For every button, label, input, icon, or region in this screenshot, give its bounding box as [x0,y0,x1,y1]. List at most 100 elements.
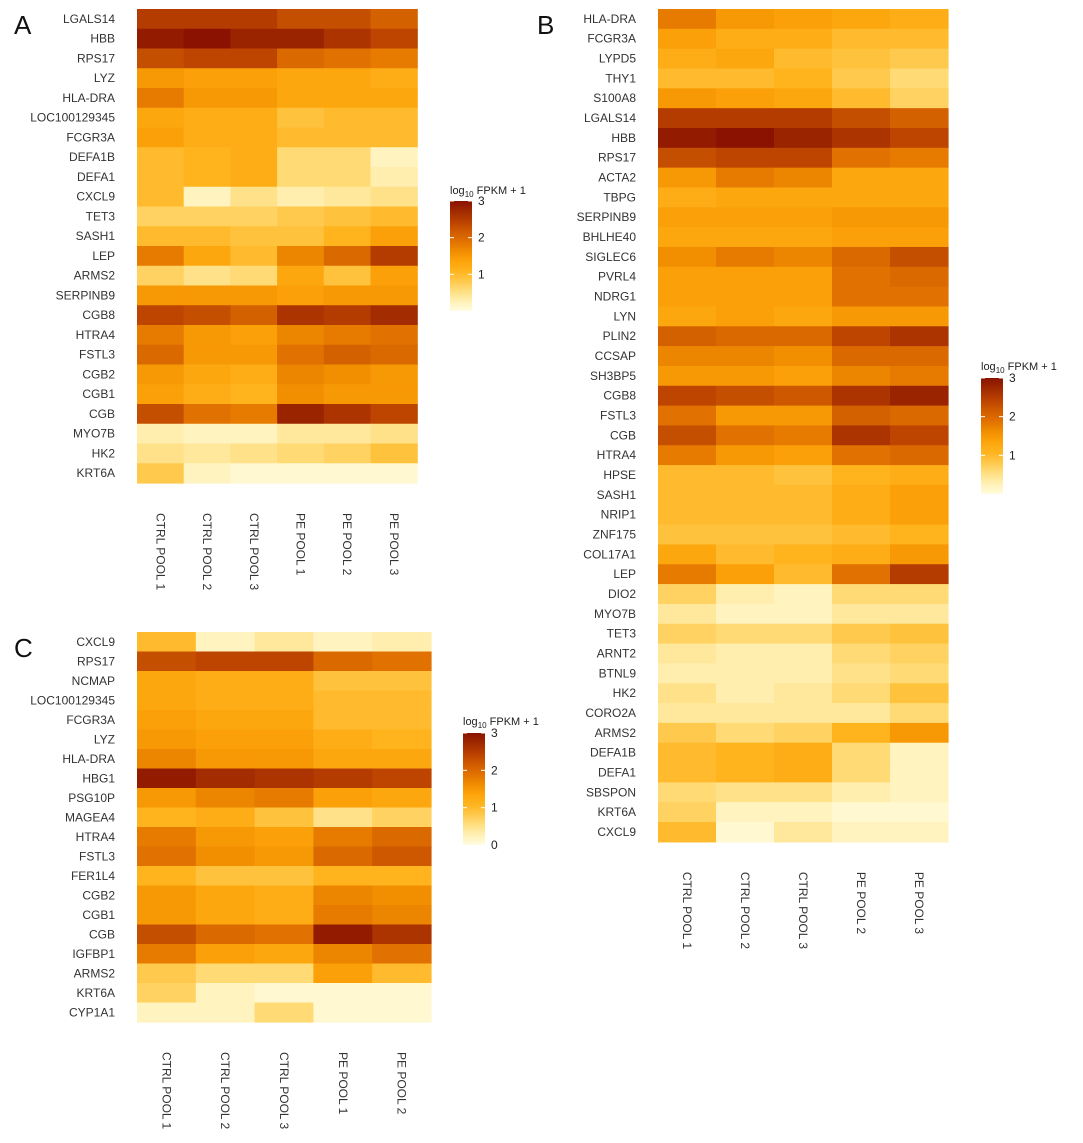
heatmap-cell [716,187,775,208]
heatmap-cell [658,68,717,89]
heatmap-cell [137,107,185,129]
heatmap-cell [137,404,185,425]
row-label: HK2 [92,446,116,460]
heatmap-cell [716,564,775,585]
heatmap-cell [774,48,833,70]
heatmap-cell [832,802,891,823]
row-label: NDRG1 [594,290,636,304]
row-label: HLA-DRA [62,752,115,766]
row-label: PVRL4 [598,270,636,284]
heatmap-cell [832,742,891,764]
heatmap-cell [313,1002,373,1023]
heatmap-cell [370,305,418,326]
column-label: CTRL POOL 1 [159,1052,173,1129]
row-label: LYZ [94,71,115,85]
heatmap-cell [277,68,325,89]
row-label: SIGLEC6 [585,250,636,264]
heatmap-cell [774,802,833,823]
heatmap-cell [832,623,891,645]
legend-title: log10 FPKM + 1 [981,361,1057,375]
heatmap-cell [195,944,256,965]
heatmap-cell [716,683,775,704]
row-label: LEP [92,249,115,263]
heatmap-cell [323,28,372,50]
heatmap-cell [230,107,278,129]
heatmap-cell [832,603,891,625]
legend-tick-label: 3 [491,726,498,740]
heatmap-cell [372,963,432,984]
heatmap-cell [370,226,418,247]
heatmap-cell [658,48,717,70]
heatmap-cell [658,504,717,526]
heatmap-cell [254,866,314,887]
heatmap-cell [137,729,197,750]
heatmap-cell [832,88,891,109]
row-label: ZNF175 [593,527,637,541]
heatmap-cell [254,905,314,926]
heatmap-cell [832,782,891,803]
heatmap-cell [890,127,949,149]
heatmap-cell [370,364,418,385]
heatmap-cell [137,846,197,867]
heatmap-cell [313,651,373,672]
heatmap-cell [890,663,949,684]
heatmap-cell [832,683,891,704]
row-label: CGB8 [82,308,115,322]
heatmap-cell [313,671,373,692]
heatmap-cell [277,246,325,267]
heatmap-cell [230,48,278,69]
heatmap-cell [716,663,775,684]
legend-tick-label: 1 [1009,448,1016,462]
heatmap-cell [254,671,314,692]
heatmap-cell [195,651,256,672]
row-label: CGB [610,428,636,442]
heatmap-cell [323,265,372,287]
row-label: DEFA1 [598,765,636,779]
heatmap-cell [195,1002,256,1023]
row-label: CYP1A1 [69,1005,115,1019]
row-label: CGB [89,927,115,941]
heatmap-cell [774,187,833,208]
heatmap-cell [370,404,418,425]
heatmap-cell [137,788,197,809]
row-label: NRIP1 [601,508,637,522]
heatmap-cell [370,463,418,484]
heatmap-cell [137,206,185,227]
heatmap-cell [832,663,891,684]
heatmap-cell [137,885,197,906]
heatmap-cell [890,346,949,367]
heatmap-cell [230,68,278,89]
heatmap-cell [716,306,775,327]
heatmap-cell [716,108,775,129]
heatmap-cell [230,226,278,247]
heatmap-cell [890,266,949,288]
heatmap-cell [195,846,256,867]
heatmap-cell [323,147,372,168]
row-label: CGB2 [82,888,115,902]
heatmap-cell [658,643,717,664]
legend-tick-label: 1 [478,267,485,281]
heatmap-cell [313,807,373,828]
heatmap-cell [890,524,949,546]
row-label: HTRA4 [76,830,116,844]
row-label: CGB2 [82,367,115,381]
heatmap-cell [323,364,372,385]
legend-tick-label: 3 [478,194,485,208]
heatmap-cell [658,108,717,129]
row-label: THY1 [605,71,636,85]
heatmap-cell [372,846,432,867]
heatmap-cell [323,127,372,148]
heatmap-cell [832,9,891,30]
heatmap-cell [195,885,256,906]
heatmap-cell [323,344,372,366]
heatmap-cell [774,445,833,466]
heatmap-cell [890,88,949,109]
heatmap-cell [774,584,833,605]
heatmap-cell [137,768,197,789]
heatmap-cell [890,365,949,387]
heatmap-cell [372,905,432,926]
heatmap-cell [774,147,833,169]
heatmap-cell [183,28,231,50]
heatmap-cell [372,671,432,692]
column-label: CTRL POOL 2 [218,1052,232,1129]
